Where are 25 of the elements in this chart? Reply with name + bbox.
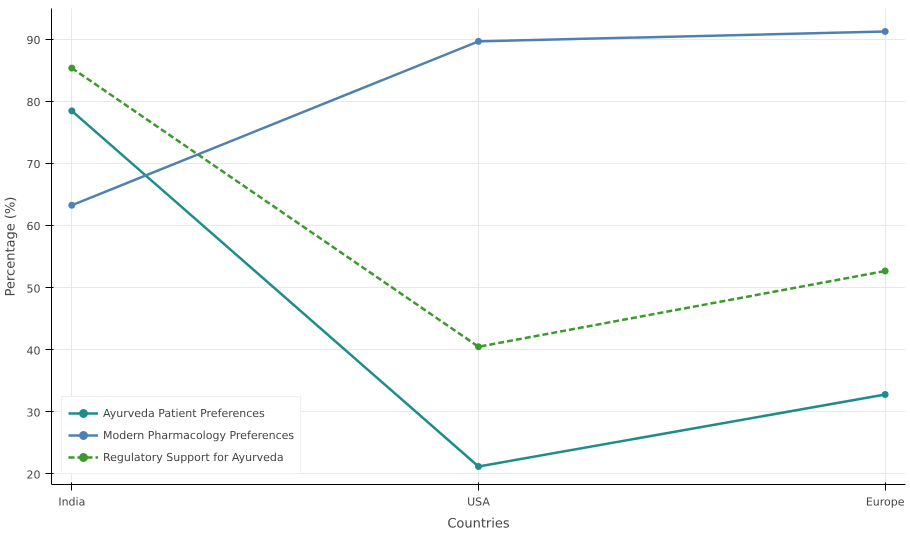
point [68,64,76,72]
point [68,202,76,209]
point [475,463,482,470]
legend-label: Regulatory Support for Ayurveda [103,450,284,464]
x-tick-label: Europe [866,496,905,508]
point [475,38,482,45]
y-tick-label: 60 [26,220,41,234]
y-tick-label: 90 [26,34,41,48]
y-tick-label: 30 [26,406,41,420]
y-tick-label: 80 [26,96,41,110]
y-tick-label: 70 [26,158,41,172]
legend-label: Modern Pharmacology Preferences [103,428,294,442]
point [882,268,889,275]
point [882,391,889,398]
point [68,107,76,114]
point [882,28,889,35]
x-tick-label: India [58,496,86,508]
point [475,343,482,350]
y-axis-title: Percentage (%) [4,196,19,296]
x-tick-label: USA [467,496,490,508]
legend-label: Ayurveda Patient Preferences [103,406,265,420]
x-axis-title: Countries [447,516,510,532]
y-tick-label: 50 [26,282,41,296]
y-tick-label: 20 [26,468,41,482]
y-tick-label: 40 [26,344,41,358]
